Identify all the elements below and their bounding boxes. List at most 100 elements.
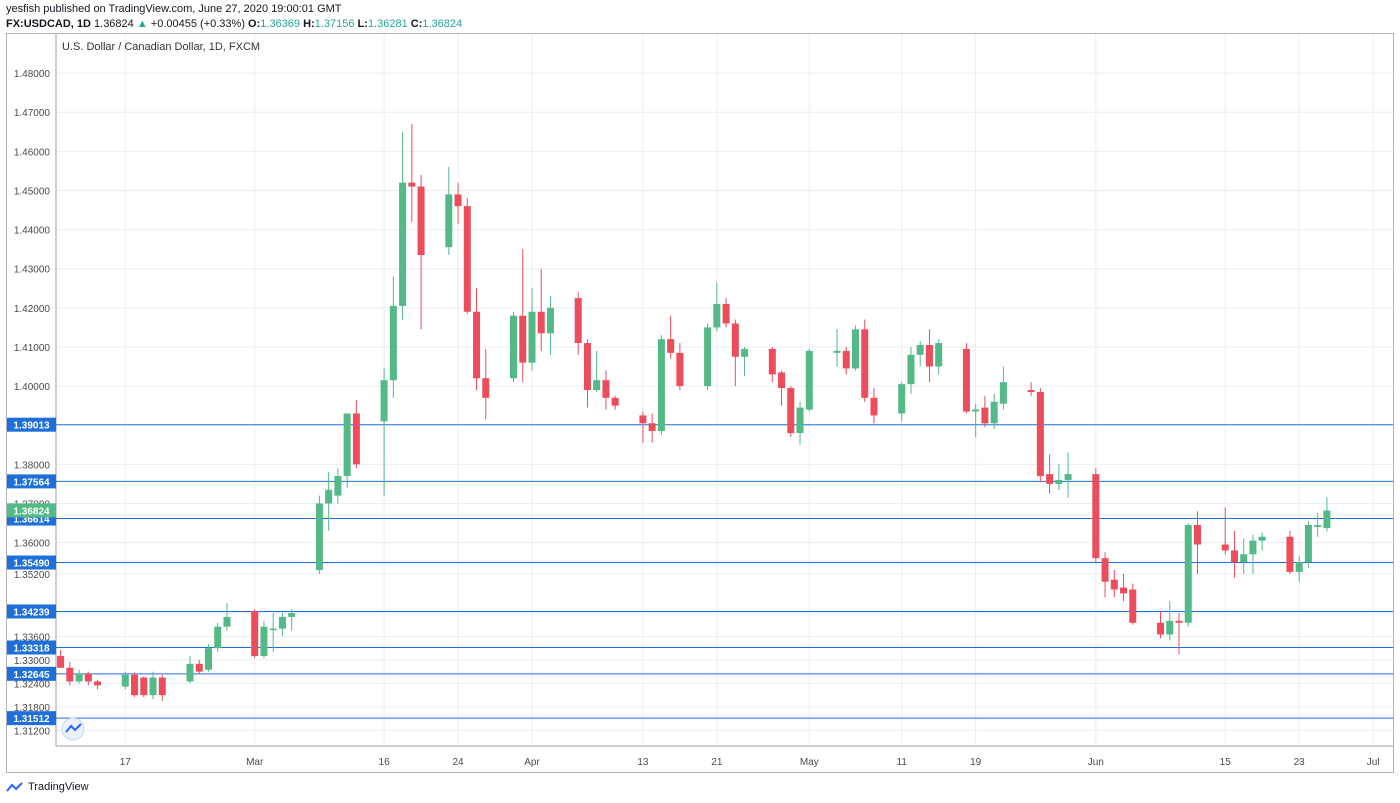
- price-label: 1.36824: [13, 506, 50, 517]
- candle-body: [352, 413, 360, 465]
- published-info: yesfish published on TradingView.com, Ju…: [6, 3, 342, 15]
- candle-body: [972, 409, 980, 412]
- candle-body: [704, 327, 712, 387]
- x-tick-label: 23: [1294, 757, 1306, 768]
- y-tick-label: 1.45000: [14, 186, 51, 197]
- open-value: 1.36369: [260, 18, 301, 30]
- candle-body: [140, 677, 148, 696]
- candle-body: [713, 303, 721, 328]
- candle-body: [667, 339, 675, 353]
- x-tick-label: May: [800, 757, 819, 768]
- candle-body: [925, 345, 933, 367]
- candle-body: [537, 311, 545, 334]
- candle-body: [121, 674, 129, 687]
- footer-brand[interactable]: TradingView: [28, 781, 89, 793]
- symbol-label: FX:USDCAD, 1D: [6, 18, 91, 30]
- candle-body: [768, 348, 776, 375]
- candle-body: [195, 663, 203, 672]
- candle-body: [778, 372, 786, 389]
- y-tick-label: 1.35200: [14, 570, 51, 581]
- candle-body: [214, 626, 222, 649]
- candle-body: [1027, 390, 1035, 392]
- candle-body: [676, 352, 684, 387]
- level-label: 1.32645: [13, 670, 50, 681]
- level-label: 1.31512: [13, 714, 50, 725]
- y-tick-label: 1.31200: [14, 726, 51, 737]
- last-price: 1.36824: [94, 18, 134, 30]
- candle-body: [288, 612, 296, 617]
- candle-body: [84, 673, 92, 682]
- y-tick-label: 1.36000: [14, 539, 51, 550]
- candle-body: [833, 350, 841, 353]
- candle-body: [722, 303, 730, 324]
- symbol-ohlc-line: FX:USDCAD, 1D 1.36824 ▲ +0.00455 (+0.33%…: [6, 18, 462, 30]
- level-label: 1.39013: [13, 421, 50, 432]
- candle-body: [1249, 540, 1257, 555]
- y-tick-label: 1.47000: [14, 108, 51, 119]
- close-value: 1.36824: [422, 18, 463, 30]
- tradingview-logo-icon: [6, 782, 23, 792]
- x-tick-label: 15: [1220, 757, 1232, 768]
- candle-body: [57, 656, 65, 668]
- change-value: +0.00455 (+0.33%): [150, 18, 245, 30]
- candle-body: [1230, 550, 1238, 563]
- candle-body: [260, 626, 268, 657]
- candle-body: [1120, 587, 1128, 594]
- candle-body: [94, 681, 102, 686]
- candle-body: [75, 673, 83, 682]
- candle-body: [1166, 620, 1174, 635]
- candle-body: [787, 388, 795, 434]
- candle-body: [1129, 589, 1137, 623]
- y-tick-label: 1.32400: [14, 679, 51, 690]
- candle-body: [861, 329, 869, 398]
- candle-body: [602, 380, 610, 398]
- close-label: C:: [410, 18, 423, 30]
- candle-body: [546, 307, 554, 334]
- candle-body: [343, 413, 351, 477]
- x-tick-label: 11: [897, 757, 908, 768]
- high-value: 1.37156: [314, 18, 355, 30]
- candle-body: [445, 194, 453, 248]
- candle-body: [916, 345, 924, 355]
- candle-body: [1258, 536, 1266, 541]
- x-tick-label: 17: [120, 757, 132, 768]
- candle-body: [131, 674, 139, 696]
- candle-body: [204, 648, 212, 670]
- x-tick-label: Jul: [1367, 757, 1380, 768]
- candle-body: [870, 397, 878, 416]
- level-label-box: [7, 474, 56, 489]
- candle-body: [574, 298, 582, 344]
- candle-body: [149, 677, 157, 696]
- chart-title: U.S. Dollar / Canadian Dollar, 1D, FXCM: [62, 41, 260, 53]
- up-arrow-icon: ▲: [136, 18, 148, 30]
- candle-body: [805, 350, 813, 410]
- candle-body: [408, 182, 416, 187]
- candle-body: [731, 323, 739, 357]
- level-label-box: [7, 666, 56, 681]
- level-label-box: [7, 555, 56, 570]
- open-label: O:: [248, 18, 261, 30]
- candle-body: [796, 407, 804, 434]
- candle-body: [639, 415, 647, 424]
- x-tick-label: 16: [379, 757, 391, 768]
- y-tick-label: 1.43000: [14, 265, 51, 276]
- candle-body: [898, 384, 906, 414]
- level-label: 1.34239: [13, 607, 50, 618]
- chart-frame: [6, 33, 1394, 773]
- y-tick-label: 1.33000: [14, 656, 51, 667]
- candle-body: [1055, 479, 1063, 484]
- candle-body: [611, 397, 619, 406]
- y-tick-label: 1.48000: [14, 69, 51, 80]
- x-tick-label: 21: [711, 757, 723, 768]
- candle-body: [657, 339, 665, 432]
- candle-body: [648, 423, 656, 432]
- footer: TradingView: [6, 781, 89, 793]
- candle-body: [380, 380, 388, 422]
- candle-body: [935, 343, 943, 367]
- candle-body: [1092, 474, 1100, 559]
- y-tick-label: 1.31800: [14, 703, 51, 714]
- candle-body: [593, 380, 601, 390]
- x-tick-label: Jun: [1088, 757, 1104, 768]
- candle-body: [158, 677, 166, 696]
